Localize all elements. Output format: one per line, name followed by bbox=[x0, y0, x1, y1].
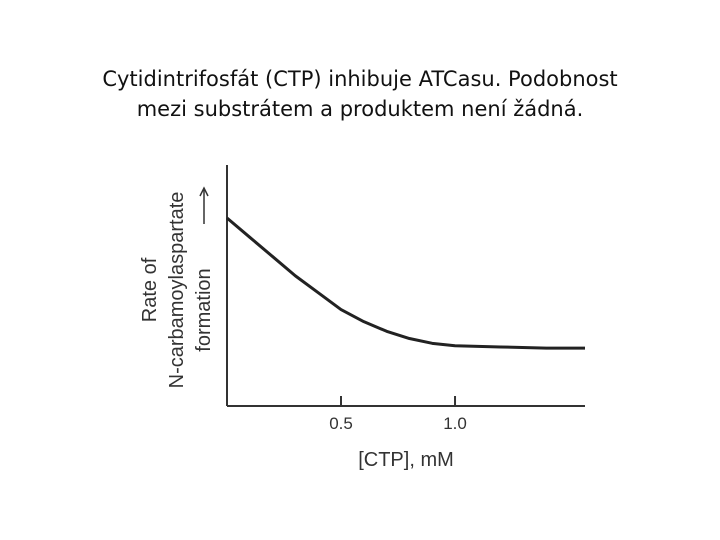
x-tick-label: 0.5 bbox=[329, 414, 353, 433]
y-axis-label: Rate of N-carbamoylaspartate formation bbox=[139, 192, 215, 389]
y-label-line: formation bbox=[193, 268, 215, 351]
y-label-line: Rate of bbox=[139, 257, 161, 322]
title-line: Cytidintrifosfát (CTP) inhibuje ATCasu. … bbox=[102, 67, 617, 91]
y-arrow bbox=[199, 186, 209, 224]
title-line: mezi substrátem a produktem není žádná. bbox=[137, 97, 584, 121]
y-label-line: N-carbamoylaspartate bbox=[166, 192, 188, 389]
x-tick-label: 1.0 bbox=[443, 414, 467, 433]
x-axis-label: [CTP], mM bbox=[358, 449, 454, 471]
line bbox=[226, 216, 585, 350]
